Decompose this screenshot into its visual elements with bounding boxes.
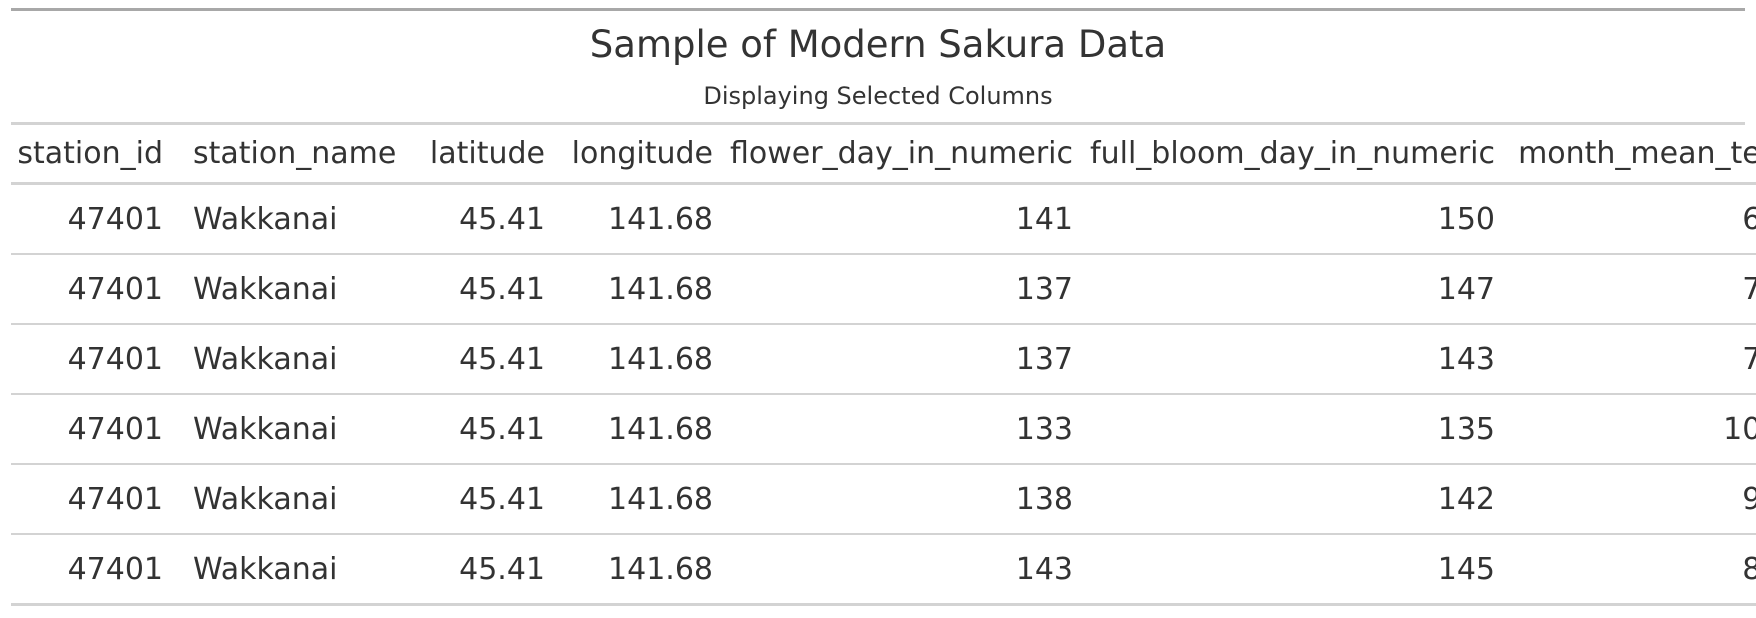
cell-station-id: 47401 xyxy=(11,464,175,535)
cell-latitude: 45.41 xyxy=(417,464,553,535)
cell-station-id: 47401 xyxy=(11,183,175,255)
cell-station-id: 47401 xyxy=(11,254,175,325)
column-header-flower-day: flower_day_in_numeric xyxy=(721,125,1081,185)
cell-longitude: 141.68 xyxy=(553,183,721,255)
column-header-full-bloom-day: full_bloom_day_in_numeric xyxy=(1081,125,1505,185)
cell-station-name: Wakkanai xyxy=(175,183,417,255)
cell-latitude: 45.41 xyxy=(417,254,553,325)
column-header-month-mean-temp: month_mean_temp xyxy=(1505,125,1756,185)
table-subtitle: Displaying Selected Columns xyxy=(703,82,1053,110)
cell-station-name: Wakkanai xyxy=(175,394,417,465)
cell-full-bloom-day: 143 xyxy=(1081,324,1505,395)
cell-station-name: Wakkanai xyxy=(175,254,417,325)
column-header-station-id: station_id xyxy=(11,125,175,185)
data-table: station_id station_name latitude longitu… xyxy=(11,125,1756,606)
cell-month-mean-temp: 10.80 xyxy=(1505,394,1756,465)
table-title: Sample of Modern Sakura Data xyxy=(589,23,1167,66)
cell-month-mean-temp: 7.00 xyxy=(1505,324,1756,395)
cell-month-mean-temp: 6.90 xyxy=(1505,183,1756,255)
column-header-longitude: longitude xyxy=(553,125,721,185)
column-header-latitude: latitude xyxy=(417,125,553,185)
cell-month-mean-temp: 8.50 xyxy=(1505,534,1756,606)
cell-flower-day: 143 xyxy=(721,534,1081,606)
cell-longitude: 141.68 xyxy=(553,394,721,465)
cell-latitude: 45.41 xyxy=(417,394,553,465)
table-row: 47401 Wakkanai 45.41 141.68 133 135 10.8… xyxy=(11,394,1756,465)
cell-station-name: Wakkanai xyxy=(175,534,417,606)
cell-latitude: 45.41 xyxy=(417,534,553,606)
cell-station-name: Wakkanai xyxy=(175,464,417,535)
cell-month-mean-temp: 9.30 xyxy=(1505,464,1756,535)
table-row: 47401 Wakkanai 45.41 141.68 137 147 7.50 xyxy=(11,254,1756,325)
cell-flower-day: 133 xyxy=(721,394,1081,465)
table-row: 47401 Wakkanai 45.41 141.68 143 145 8.50 xyxy=(11,534,1756,606)
table-row: 47401 Wakkanai 45.41 141.68 138 142 9.30 xyxy=(11,464,1756,535)
cell-longitude: 141.68 xyxy=(553,324,721,395)
cell-longitude: 141.68 xyxy=(553,254,721,325)
cell-month-mean-temp: 7.50 xyxy=(1505,254,1756,325)
cell-station-name: Wakkanai xyxy=(175,324,417,395)
cell-station-id: 47401 xyxy=(11,534,175,606)
cell-full-bloom-day: 145 xyxy=(1081,534,1505,606)
top-rule xyxy=(11,8,1745,11)
table-row: 47401 Wakkanai 45.41 141.68 137 143 7.00 xyxy=(11,324,1756,395)
cell-longitude: 141.68 xyxy=(553,534,721,606)
cell-flower-day: 137 xyxy=(721,324,1081,395)
cell-latitude: 45.41 xyxy=(417,324,553,395)
cell-latitude: 45.41 xyxy=(417,183,553,255)
cell-longitude: 141.68 xyxy=(553,464,721,535)
cell-full-bloom-day: 135 xyxy=(1081,394,1505,465)
cell-flower-day: 138 xyxy=(721,464,1081,535)
cell-full-bloom-day: 150 xyxy=(1081,183,1505,255)
cell-full-bloom-day: 147 xyxy=(1081,254,1505,325)
table-row: 47401 Wakkanai 45.41 141.68 141 150 6.90 xyxy=(11,183,1756,255)
header-rule xyxy=(11,122,1745,125)
header-row: station_id station_name latitude longitu… xyxy=(11,125,1756,185)
cell-full-bloom-day: 142 xyxy=(1081,464,1505,535)
cell-station-id: 47401 xyxy=(11,394,175,465)
column-header-station-name: station_name xyxy=(175,125,417,185)
cell-station-id: 47401 xyxy=(11,324,175,395)
cell-flower-day: 137 xyxy=(721,254,1081,325)
cell-flower-day: 141 xyxy=(721,183,1081,255)
